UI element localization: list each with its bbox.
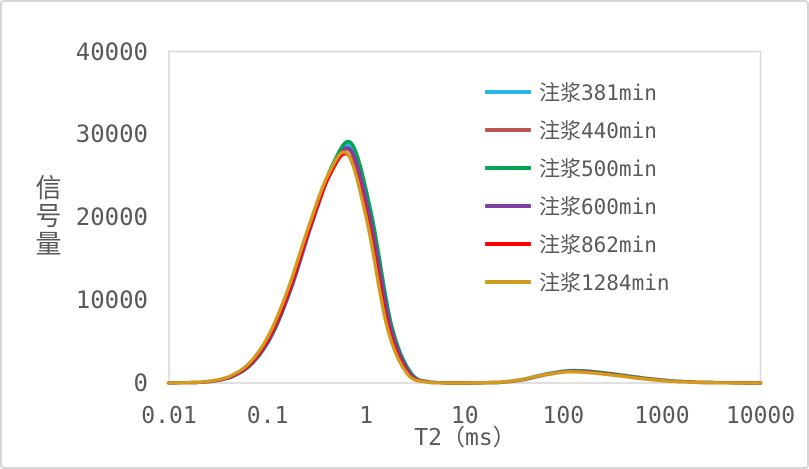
y-axis-title: 信号量: [31, 174, 61, 258]
y-tick-label: 0: [133, 369, 148, 397]
series-curve-注浆1284min: [166, 150, 763, 385]
x-tick-label: 10000: [725, 403, 796, 429]
legend-label: 注浆862min: [539, 233, 657, 257]
series-curve-注浆600min: [167, 146, 763, 385]
x-axis-title: T2（ms）: [414, 425, 516, 451]
legend-swatch: [485, 242, 531, 246]
legend-label: 注浆381min: [539, 81, 657, 105]
x-tick-label: 100: [542, 403, 585, 429]
legend-item: 注浆440min: [485, 111, 670, 149]
plot-area-border: [168, 50, 762, 384]
legend-swatch: [485, 166, 531, 170]
series-curve-注浆862min: [167, 152, 763, 385]
legend-label: 注浆500min: [539, 157, 657, 181]
legend-swatch: [485, 128, 531, 132]
legend-item: 注浆500min: [485, 149, 670, 187]
x-tick-label: 1: [359, 403, 374, 429]
y-tick-label: 40000: [75, 37, 148, 66]
legend-item: 注浆381min: [485, 73, 670, 111]
y-tick-label: 20000: [75, 203, 148, 232]
legend-item: 注浆862min: [485, 225, 670, 263]
x-tick-label: 1000: [634, 403, 690, 429]
legend-label: 注浆440min: [539, 119, 657, 143]
legend-item: 注浆1284min: [485, 263, 670, 301]
legend-swatch: [485, 90, 531, 94]
series-curve-注浆500min: [167, 139, 763, 385]
x-tick-label: 0.1: [246, 403, 289, 429]
legend: 注浆381min 注浆440min 注浆500min 注浆600min 注浆862min…: [485, 73, 670, 301]
legend-swatch: [485, 204, 531, 208]
legend-label: 注浆1284min: [539, 271, 670, 295]
y-tick-label: 10000: [75, 286, 148, 315]
legend-item: 注浆600min: [485, 187, 670, 225]
x-tick-label: 10: [450, 403, 479, 429]
series-curve-注浆440min: [167, 147, 763, 385]
legend-swatch: [485, 280, 531, 284]
x-tick-label: 0.01: [141, 403, 197, 429]
series-curve-注浆381min: [167, 142, 763, 385]
y-tick-label: 30000: [75, 120, 148, 149]
legend-label: 注浆600min: [539, 195, 657, 219]
